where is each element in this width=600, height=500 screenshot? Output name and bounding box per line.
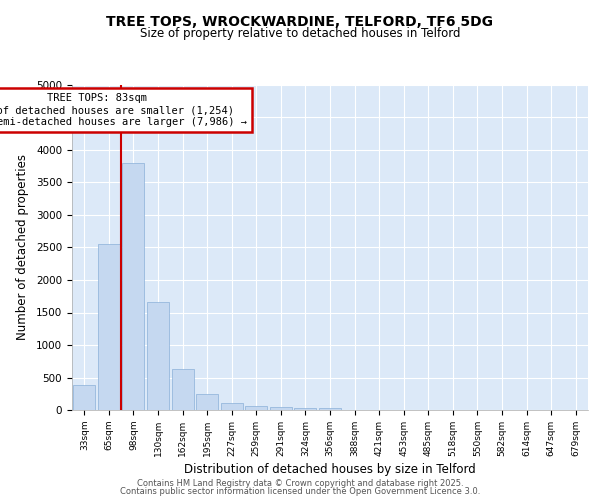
Text: Contains HM Land Registry data © Crown copyright and database right 2025.: Contains HM Land Registry data © Crown c… bbox=[137, 478, 463, 488]
Bar bbox=[270, 407, 292, 410]
Bar bbox=[221, 403, 243, 410]
Bar bbox=[295, 408, 316, 410]
Text: TREE TOPS: 83sqm
← 13% of detached houses are smaller (1,254)
86% of semi-detach: TREE TOPS: 83sqm ← 13% of detached house… bbox=[0, 94, 247, 126]
Bar bbox=[98, 244, 120, 410]
Bar bbox=[73, 384, 95, 410]
Bar bbox=[196, 394, 218, 410]
Bar bbox=[122, 163, 145, 410]
Text: TREE TOPS, WROCKWARDINE, TELFORD, TF6 5DG: TREE TOPS, WROCKWARDINE, TELFORD, TF6 5D… bbox=[107, 15, 493, 29]
Bar bbox=[319, 408, 341, 410]
Y-axis label: Number of detached properties: Number of detached properties bbox=[16, 154, 29, 340]
X-axis label: Distribution of detached houses by size in Telford: Distribution of detached houses by size … bbox=[184, 463, 476, 476]
Text: Size of property relative to detached houses in Telford: Size of property relative to detached ho… bbox=[140, 28, 460, 40]
Bar bbox=[172, 370, 194, 410]
Text: Contains public sector information licensed under the Open Government Licence 3.: Contains public sector information licen… bbox=[120, 488, 480, 496]
Bar bbox=[147, 302, 169, 410]
Bar bbox=[245, 406, 268, 410]
